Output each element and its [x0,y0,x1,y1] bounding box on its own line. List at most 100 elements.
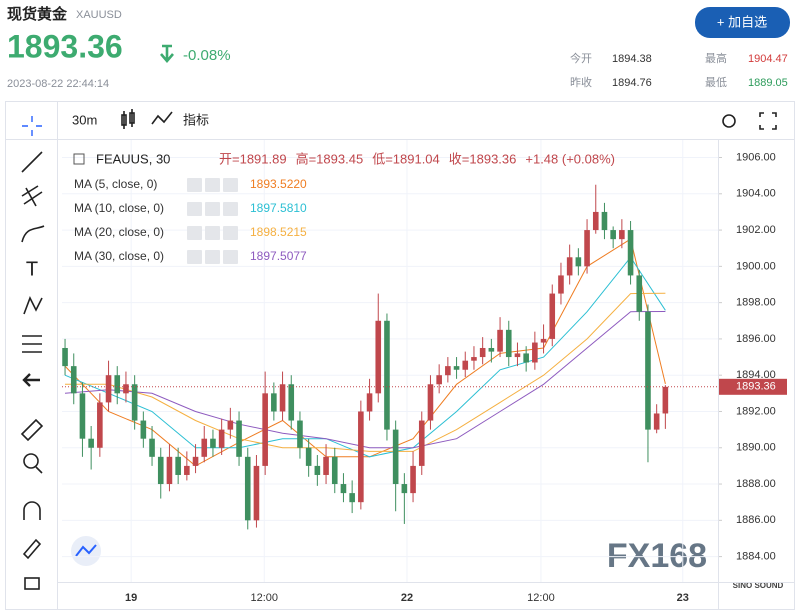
legend-close: 收=1893.36 [449,151,517,166]
candle-body [297,420,303,448]
crosshair-tool[interactable] [22,116,42,136]
brush-tool[interactable] [21,225,45,243]
candle-body [166,456,173,485]
back-tool[interactable] [22,373,40,387]
y-tick-label: 1892.00 [736,405,776,417]
magnet-tool[interactable] [23,501,41,520]
ma-legend-value: 1897.5077 [250,249,307,263]
candle-body [340,484,347,494]
sinosound-logo: SINO SOUND [733,581,784,590]
fib-tool[interactable] [21,185,43,207]
ma-legend-button [187,226,202,240]
ma-legend-button [205,250,220,264]
zoom-tool-handle[interactable] [35,466,43,474]
candle-body [262,393,268,466]
y-tick-label: 1894.00 [736,369,776,381]
ma-legend-button [205,226,220,240]
candle-body [392,429,399,485]
add-button[interactable] [695,7,790,38]
x-tick-label: 12:00 [527,592,555,604]
ma-legend-value: 1897.5810 [250,201,307,215]
ma-legend-value: 1893.5220 [250,177,307,191]
candle-body [140,420,147,439]
candle-body [479,347,486,358]
candle-body [210,438,216,448]
ma-legend-value: 1898.5215 [250,225,307,239]
legend-symbol: FEAUUS, 30 [96,151,170,166]
text-tool[interactable]: T [26,258,38,280]
ma-line [64,256,666,458]
candle-body [184,465,190,475]
candle-body [401,484,408,494]
candle-body [471,357,477,361]
indicators[interactable]: 指标 [183,112,209,127]
y-tick-label: 1884.00 [736,551,776,563]
y-tick-label: 1886.00 [736,514,776,526]
candle-body [149,438,155,457]
ma-line [65,292,666,452]
candle-body [575,257,582,267]
line-tool[interactable] [21,151,43,173]
candle-body [236,420,242,457]
candle-body [410,465,416,494]
ma-legend-button [187,178,202,192]
lock-tool[interactable] [24,577,40,590]
candle-body [279,384,286,412]
candle-icon[interactable] [121,109,135,129]
ma-legend-button [223,202,238,216]
zoom-tool[interactable] [23,453,39,469]
candle-body [305,447,312,466]
indicator-icon[interactable] [151,111,173,125]
x-tick-label: 22 [401,592,413,604]
ma-legend-button [205,178,220,192]
settings-icon[interactable] [722,114,736,128]
candle-body [358,411,364,503]
y-tick-label: 1902.00 [736,224,776,236]
ma-line [64,238,666,467]
stat-value: 1894.76 [612,77,652,89]
ma-legend-button [223,226,238,240]
y-tick-label: 1896.00 [736,333,776,345]
stat-label: 最低 [705,76,727,89]
ruler-tool[interactable] [20,418,44,442]
y-tick-label: 1904.00 [736,188,776,200]
candle-body [114,375,121,394]
ma-legend-name: MA (30, close, 0) [74,249,164,263]
ma-line [64,311,666,449]
candle-body [532,342,538,363]
candle-body [453,366,460,370]
stat-value: 1904.47 [748,53,788,65]
candle-body [436,375,442,385]
stat-label: 昨收 [570,75,592,89]
x-tick-label: 23 [677,592,689,604]
logo-badge-mark [75,544,97,557]
candle-body [566,257,573,276]
fullscreen-icon[interactable] [759,112,777,130]
candle-body [558,275,564,294]
candle-body [323,456,329,475]
candle-body [366,393,373,412]
candle-body [175,456,181,475]
ma-legend-button [205,202,220,216]
candle-body [445,366,451,376]
legend-high: 高=1893.45 [296,151,364,166]
prediction-tool[interactable] [22,335,42,353]
ma-legend-button [187,250,202,264]
y-tick-label: 1906.00 [736,151,776,163]
y-tick-label: 1888.00 [736,478,776,490]
candle-body [123,384,129,394]
interval[interactable]: 30m [72,112,97,127]
candle-body [610,230,616,240]
candle-body [375,320,382,394]
watermark: FX168 [607,537,707,575]
candle-body [201,438,208,457]
lock-draw-tool[interactable] [22,538,42,560]
pattern-tool[interactable] [23,296,43,315]
add-button-label[interactable]: + 加自选 [717,14,767,29]
y-tick-label: 1898.00 [736,297,776,309]
candle-body [131,384,138,421]
legend-low: 低=1891.04 [372,151,440,166]
stat-value: 1894.38 [612,53,652,65]
legend-open: 开=1891.89 [219,151,287,166]
